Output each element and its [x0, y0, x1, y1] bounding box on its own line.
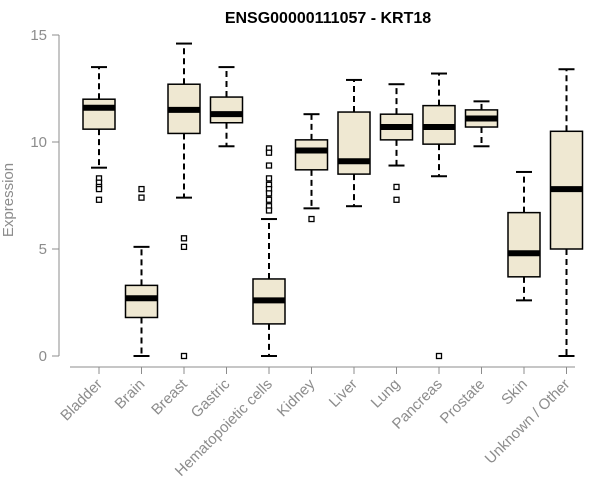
outlier-point [138, 185, 145, 193]
outlier-point [265, 175, 273, 182]
outlier-point [95, 196, 103, 203]
x-tick-label: Breast [148, 375, 191, 418]
box-group [82, 66, 116, 203]
box-group [252, 145, 286, 357]
outlier-point [180, 352, 188, 360]
outlier-point [180, 243, 188, 251]
y-tick-label: 15 [30, 27, 47, 44]
outlier-point [265, 196, 273, 203]
box-group [549, 68, 584, 357]
box-group [422, 72, 456, 360]
x-tick-label: Bladder [57, 376, 106, 425]
outlier-point [393, 196, 400, 203]
box-group [167, 42, 201, 360]
outlier-point [180, 235, 188, 242]
x-tick-label: Kidney [274, 375, 319, 420]
box-group [507, 170, 541, 302]
iqr-box [124, 284, 159, 319]
outlier-point [435, 352, 443, 360]
outlier-point [95, 185, 103, 193]
x-tick-label: Skin [498, 376, 531, 409]
outlier-point [138, 194, 145, 201]
outlier-point [265, 207, 273, 214]
box-group [294, 113, 329, 223]
iqr-box [337, 111, 371, 175]
outlier-point [393, 183, 400, 191]
iqr-box [507, 211, 541, 278]
box-group [379, 83, 414, 203]
y-tick-label: 0 [39, 348, 47, 365]
iqr-box [209, 96, 244, 124]
box-group [464, 100, 499, 148]
box-group [209, 66, 244, 148]
y-tick-label: 10 [30, 134, 47, 151]
x-tick-label: Liver [326, 376, 361, 411]
outlier-point [265, 190, 273, 197]
outlier-point [265, 149, 273, 156]
box-group [337, 78, 371, 208]
x-tick-label: Prostate [437, 376, 489, 428]
box-group [124, 185, 159, 357]
chart-title: ENSG00000111057 - KRT18 [225, 10, 431, 27]
y-tick-label: 5 [39, 241, 47, 258]
x-tick-label: Lung [368, 376, 404, 412]
x-tick-label: Brain [112, 376, 149, 413]
iqr-box [82, 98, 116, 130]
y-axis-label: Expression [0, 163, 17, 237]
outlier-point [265, 162, 273, 169]
outlier-point [308, 215, 315, 223]
iqr-box [294, 139, 329, 171]
